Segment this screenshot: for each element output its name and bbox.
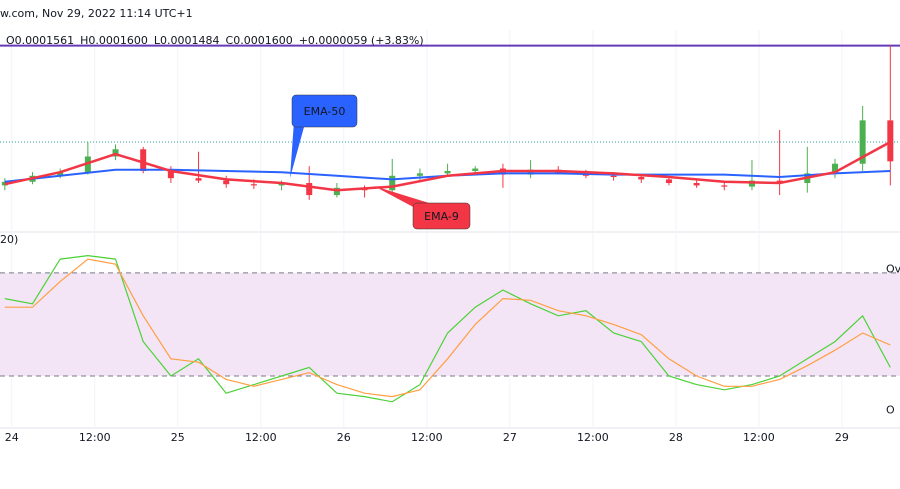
x-tick-label: 12:00 [79, 431, 111, 444]
candle-body [306, 183, 313, 196]
x-tick-label: 12:00 [577, 431, 609, 444]
x-tick-label: 12:00 [411, 431, 443, 444]
candle-body [389, 175, 396, 191]
candle-body [721, 185, 728, 187]
x-tick-label: 29 [835, 431, 849, 444]
x-tick-label: 24 [5, 431, 19, 444]
candle-body [665, 179, 672, 184]
legend-label: EMA-9 [424, 210, 459, 223]
candle-body [416, 173, 423, 176]
candle-body [250, 184, 257, 186]
candle-body [693, 183, 700, 186]
candle-body [167, 170, 174, 179]
band-label: O [886, 403, 895, 416]
candle-body [610, 175, 617, 177]
ohlc-value: +0.0000059 (+3.83%) [299, 34, 424, 47]
ohlc-value: H0.0001600 [80, 34, 148, 47]
ohlc-value: C0.0001600 [226, 34, 293, 47]
candle-body [223, 180, 230, 185]
band-label: Ov [886, 262, 900, 275]
candle-body [831, 163, 838, 174]
callout-pointer [290, 121, 304, 178]
x-tick-label: 25 [171, 431, 185, 444]
callout-box [291, 94, 358, 128]
ohlc-value: O0.0001561 [6, 34, 74, 47]
x-tick-label: 28 [669, 431, 683, 444]
ohlc-value: L0.0001484 [154, 34, 220, 47]
candle-body [638, 176, 645, 180]
header-source: w.com, Nov 29, 2022 11:14 UTC+1 [0, 7, 193, 20]
callout-box [412, 202, 471, 230]
candle-body [444, 170, 451, 174]
ema-line [4, 140, 891, 192]
x-tick-label: 27 [503, 431, 517, 444]
legend-label: EMA-50 [304, 105, 346, 118]
candle-body [859, 120, 866, 164]
candle-body [887, 120, 894, 162]
candle-body [57, 172, 64, 176]
candle-body [195, 178, 202, 181]
x-tick-label: 26 [337, 431, 351, 444]
indicator-title: 20) [0, 233, 18, 246]
candle-body [140, 149, 147, 171]
stoch-line [4, 258, 891, 398]
x-tick-label: 12:00 [245, 431, 277, 444]
band-fill [0, 272, 900, 376]
x-tick-label: 12:00 [743, 431, 775, 444]
candle-body [472, 168, 479, 171]
